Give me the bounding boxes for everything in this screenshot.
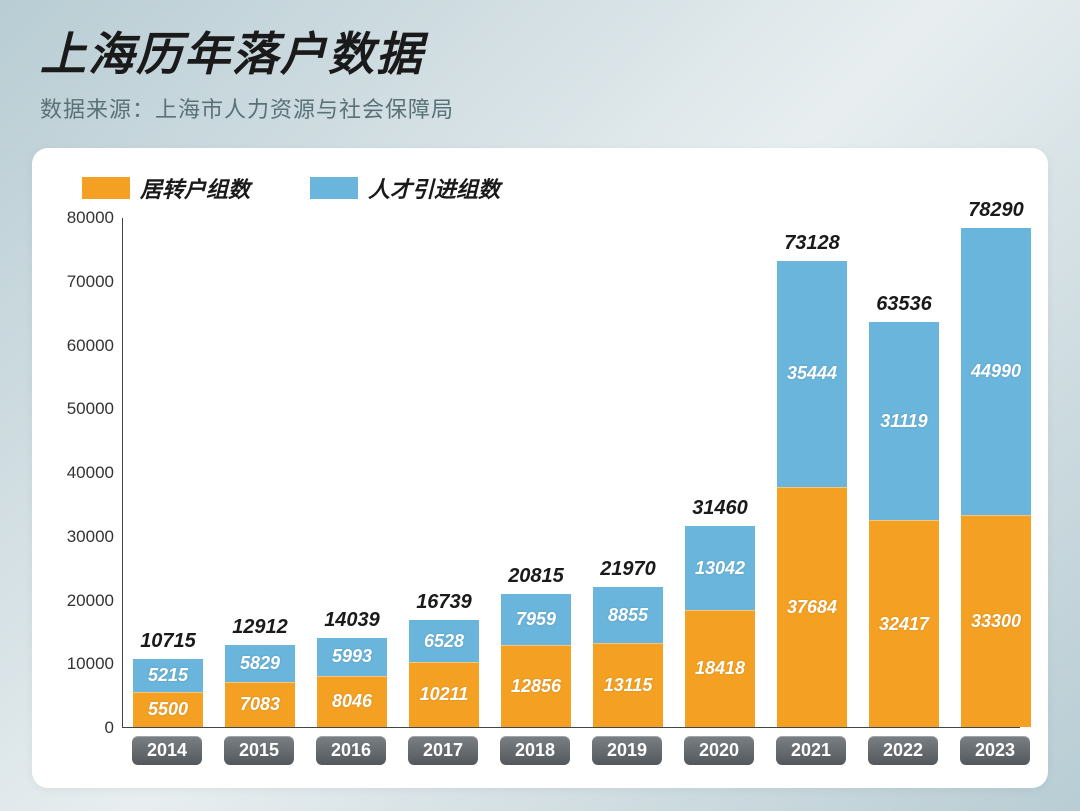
y-tick: 30000	[67, 527, 114, 547]
bar-segment-top: 6528	[409, 620, 479, 662]
y-tick: 50000	[67, 399, 114, 419]
page-subtitle: 数据来源：上海市人力资源与社会保障局	[40, 92, 1040, 124]
total-label: 12912	[225, 616, 295, 639]
bar-group: 21970885513115	[593, 587, 663, 727]
segment-value-bottom: 33300	[971, 611, 1021, 632]
bar-group: 731283544437684	[777, 261, 847, 727]
bar-group: 1291258297083	[225, 645, 295, 727]
x-label: 2015	[224, 736, 294, 765]
bar-segment-top: 44990	[961, 228, 1031, 515]
bar-segment-top: 31119	[869, 322, 939, 520]
bar-segment-top: 8855	[593, 587, 663, 643]
y-tick: 70000	[67, 272, 114, 292]
legend-item-1: 人才引进组数	[310, 172, 500, 204]
bar-group: 20815795912856	[501, 594, 571, 727]
plot-area: 0100002000030000400005000060000700008000…	[52, 218, 1020, 728]
x-axis: 2014201520162017201820192020202120222023	[122, 736, 1020, 772]
segment-value-top: 6528	[424, 631, 464, 652]
y-tick: 10000	[67, 654, 114, 674]
x-label: 2014	[132, 736, 202, 765]
bar-group: 314601304218418	[685, 526, 755, 727]
bars-region: 10715 5215 5500 12912 5829 7083 14039 5993 8046 1…	[122, 218, 1020, 728]
x-label: 2017	[408, 736, 478, 765]
total-label: 63536	[869, 293, 939, 316]
y-tick: 20000	[67, 591, 114, 611]
x-label: 2023	[960, 736, 1030, 765]
y-tick: 0	[105, 718, 114, 738]
bar-segment-top: 5215	[133, 659, 203, 692]
segment-value-top: 5993	[332, 646, 372, 667]
total-label: 20815	[501, 565, 571, 588]
bar-group: 1071552155500	[133, 659, 203, 727]
x-label: 2021	[776, 736, 846, 765]
segment-value-top: 13042	[695, 558, 745, 579]
bar-group: 782904499033300	[961, 228, 1031, 727]
segment-value-top: 7959	[516, 609, 556, 630]
segment-value-bottom: 10211	[420, 684, 469, 705]
bar-group: 635363111932417	[869, 322, 939, 727]
legend-label-0: 居转户组数	[140, 172, 250, 204]
legend-swatch-0	[82, 177, 130, 199]
legend-item-0: 居转户组数	[82, 172, 250, 204]
total-label: 73128	[777, 232, 847, 255]
x-label: 2018	[500, 736, 570, 765]
bar-segment-bottom: 18418	[685, 610, 755, 727]
bar-segment-bottom: 32417	[869, 520, 939, 727]
total-label: 16739	[409, 591, 479, 614]
legend-label-1: 人才引进组数	[368, 172, 500, 204]
segment-value-bottom: 37684	[787, 597, 837, 618]
x-label: 2020	[684, 736, 754, 765]
x-label: 2022	[868, 736, 938, 765]
legend-swatch-1	[310, 177, 358, 199]
segment-value-bottom: 18418	[695, 658, 745, 679]
segment-value-bottom: 32417	[879, 614, 929, 635]
segment-value-top: 35444	[787, 363, 837, 384]
segment-value-bottom: 5500	[148, 699, 188, 720]
y-axis: 0100002000030000400005000060000700008000…	[52, 218, 122, 728]
y-tick: 60000	[67, 336, 114, 356]
bar-segment-top: 5829	[225, 645, 295, 682]
page-title: 上海历年落户数据	[40, 18, 1040, 84]
segment-value-top: 8855	[608, 605, 648, 626]
segment-value-top: 31119	[880, 411, 927, 432]
segment-value-bottom: 13115	[604, 675, 653, 696]
bar-group: 16739652810211	[409, 620, 479, 727]
bar-segment-bottom: 8046	[317, 676, 387, 727]
bar-segment-bottom: 37684	[777, 487, 847, 727]
bar-segment-bottom: 33300	[961, 515, 1031, 727]
segment-value-bottom: 8046	[332, 691, 372, 712]
segment-value-top: 44990	[971, 361, 1021, 382]
header: 上海历年落户数据 数据来源：上海市人力资源与社会保障局	[0, 0, 1080, 124]
bar-segment-bottom: 12856	[501, 645, 571, 727]
bar-segment-bottom: 13115	[593, 643, 663, 727]
segment-value-bottom: 12856	[511, 676, 561, 697]
bar-segment-top: 35444	[777, 261, 847, 487]
y-tick: 40000	[67, 463, 114, 483]
segment-value-bottom: 7083	[240, 694, 280, 715]
segment-value-top: 5215	[148, 665, 188, 686]
bar-group: 1403959938046	[317, 638, 387, 727]
total-label: 31460	[685, 497, 755, 520]
segment-value-top: 5829	[240, 653, 280, 674]
bar-segment-top: 7959	[501, 594, 571, 645]
total-label: 14039	[317, 609, 387, 632]
bar-segment-bottom: 7083	[225, 682, 295, 727]
chart-container: 居转户组数 人才引进组数 0 10000 20000 30000 40000 50000 6…	[32, 148, 1048, 788]
total-label: 21970	[593, 558, 663, 581]
bar-segment-top: 5993	[317, 638, 387, 676]
total-label: 78290	[961, 199, 1031, 222]
total-label: 10715	[133, 630, 203, 653]
y-tick: 80000	[67, 208, 114, 228]
x-label: 2016	[316, 736, 386, 765]
bar-segment-bottom: 10211	[409, 662, 479, 727]
x-label: 2019	[592, 736, 662, 765]
bar-segment-top: 13042	[685, 526, 755, 609]
legend: 居转户组数 人才引进组数	[82, 172, 1020, 204]
bar-segment-bottom: 5500	[133, 692, 203, 727]
